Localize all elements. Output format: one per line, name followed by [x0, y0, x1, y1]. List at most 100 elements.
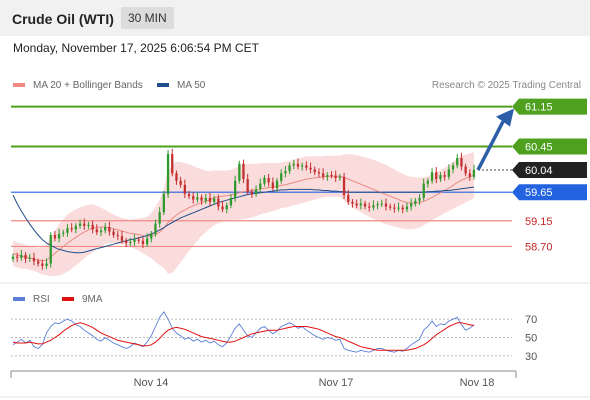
candle-body	[384, 203, 388, 207]
candle-body	[171, 154, 174, 174]
candle-body	[305, 165, 308, 168]
candle-body	[95, 229, 98, 233]
candle-body	[313, 169, 316, 173]
candle-body	[451, 165, 455, 170]
level-tag-60.45	[512, 138, 587, 155]
candle-body	[284, 171, 287, 174]
legend-ma50: MA 50	[157, 80, 205, 91]
ma20-swatch	[13, 83, 25, 88]
candle-body	[464, 166, 467, 174]
ma50-line	[12, 186, 475, 254]
candle-body	[351, 201, 354, 204]
credit-text: Research © 2025 Trading Central	[431, 80, 581, 91]
candle-body	[24, 255, 27, 259]
candle-body	[242, 163, 245, 180]
candle-body	[322, 173, 325, 177]
candle-body	[146, 238, 149, 245]
candle-body	[99, 230, 103, 233]
9ma-legend-label: 9MA	[82, 294, 103, 305]
candle-body	[192, 196, 195, 200]
candle-body	[317, 172, 321, 174]
candle-body	[20, 255, 23, 258]
candle-body	[372, 205, 375, 208]
candle-body	[70, 228, 73, 230]
rsi-swatch	[13, 297, 25, 302]
candle-body	[430, 172, 434, 181]
level-label-61.15: 61.15	[525, 102, 553, 114]
ma50-legend-label: MA 50	[177, 80, 206, 91]
instrument-title: Crude Oil (WTI)	[12, 11, 114, 27]
interval-badge[interactable]: 30 MIN	[121, 7, 174, 29]
candle-body	[355, 203, 358, 206]
candle-body	[87, 224, 90, 226]
level-label-59.65: 59.65	[525, 187, 553, 199]
header-bar: Crude Oil (WTI) 30 MIN	[0, 0, 590, 36]
candle-body	[271, 182, 274, 189]
rsi-9ma-line	[12, 322, 475, 351]
candle-body	[359, 203, 362, 206]
candle-body	[53, 235, 57, 239]
x-tick-label: Nov 17	[319, 377, 354, 389]
candle-body	[347, 195, 350, 202]
candle-body	[393, 207, 396, 209]
candle-body	[334, 175, 337, 178]
candle-body	[326, 175, 329, 177]
candle-body	[78, 223, 82, 226]
candle-body	[447, 169, 450, 177]
candle-body	[83, 223, 86, 226]
level-label-58.70: 58.70	[525, 241, 553, 253]
candle-body	[166, 154, 170, 194]
candle-body	[41, 263, 44, 266]
candle-body	[213, 198, 216, 202]
candle-body	[422, 183, 425, 198]
candle-body	[460, 158, 463, 167]
rsi-tick-label: 30	[525, 351, 537, 363]
rsi-tick-label: 50	[525, 333, 537, 345]
candle-body	[162, 193, 165, 213]
ma20-line	[12, 174, 475, 262]
candle-body	[200, 197, 203, 201]
candle-body	[363, 203, 367, 207]
rsi-tick-label: 70	[525, 314, 537, 326]
candle-body	[309, 167, 312, 170]
candle-body	[187, 193, 191, 197]
candle-body	[57, 233, 61, 239]
candle-body	[401, 207, 404, 210]
candle-body	[263, 177, 266, 184]
candle-body	[120, 236, 124, 241]
candle-body	[254, 189, 258, 194]
candle-body	[397, 207, 400, 209]
candle-body	[196, 197, 199, 200]
candle-body	[32, 257, 36, 262]
candle-body	[221, 206, 224, 210]
candle-body	[175, 173, 178, 181]
candle-body	[410, 203, 413, 207]
candle-body	[225, 205, 228, 210]
candle-body	[125, 240, 128, 243]
datetime-label: Monday, November 17, 2025 6:06:54 PM CET	[13, 41, 259, 55]
candle-body	[456, 158, 459, 166]
candle-body	[267, 177, 270, 183]
candle-body	[37, 261, 40, 264]
legend-ma20: MA 20 + Bollinger Bands	[13, 80, 143, 91]
9ma-swatch	[62, 297, 74, 302]
candle-body	[116, 235, 119, 237]
level-label-60.04: 60.04	[525, 165, 553, 177]
candle-body	[259, 183, 262, 190]
candle-body	[250, 191, 253, 194]
candle-body	[275, 180, 279, 189]
candle-body	[338, 176, 341, 178]
level-label-59.15: 59.15	[525, 216, 553, 228]
candle-body	[74, 225, 77, 230]
candle-body	[292, 163, 295, 166]
candle-body	[234, 180, 237, 198]
candle-body	[426, 180, 429, 184]
candle-body	[108, 227, 111, 232]
candle-body	[45, 263, 48, 266]
level-label-60.45: 60.45	[525, 142, 553, 154]
candle-body	[137, 239, 140, 241]
rsi-legend-label: RSI	[33, 294, 50, 305]
x-tick-label: Nov 14	[134, 377, 169, 389]
candle-body	[11, 256, 15, 259]
